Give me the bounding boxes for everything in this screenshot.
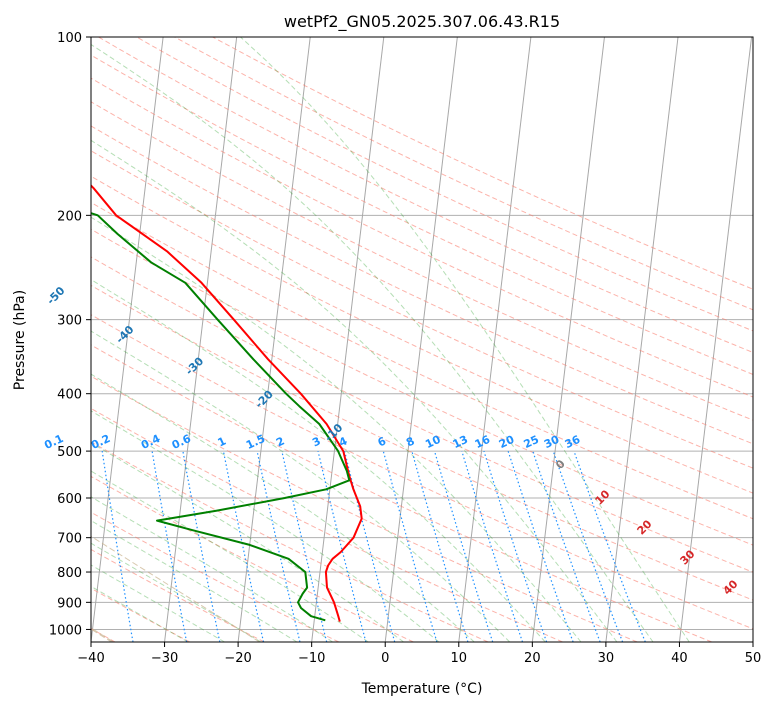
moist-adiabat <box>91 585 189 642</box>
dry-adiabat <box>91 228 753 546</box>
y-tick-label: 200 <box>57 209 82 224</box>
moist-adiabat <box>91 496 333 642</box>
isotherm-line <box>605 37 679 642</box>
mixing-ratio-label: 20 <box>497 433 517 451</box>
x-tick-label: 10 <box>451 651 468 666</box>
moist-adiabat <box>91 216 582 642</box>
moist-adiabat <box>91 442 404 642</box>
mixing-ratio-label: 30 <box>542 433 562 451</box>
mixing-ratio-line <box>281 450 328 642</box>
dewpoint-profile <box>91 212 351 622</box>
mixing-ratio-line <box>461 450 524 642</box>
dry-adiabat <box>91 201 753 520</box>
boundary-curve <box>91 535 260 642</box>
x-tick-label: 40 <box>671 651 688 666</box>
isotherm-line <box>384 37 458 642</box>
mixing-ratio-label: 25 <box>522 433 541 451</box>
y-tick-label: 800 <box>57 566 82 581</box>
mixing-ratio-line <box>411 450 469 642</box>
y-axis-label: Pressure (hPa) <box>12 290 28 390</box>
y-tick-label: 300 <box>57 314 82 329</box>
y-tick-label: 100 <box>57 31 82 46</box>
moist-adiabat <box>91 542 262 642</box>
chart-title: wetPf2_GN05.2025.307.06.43.R15 <box>284 12 560 32</box>
dry-adiabat <box>91 475 414 642</box>
mixing-ratio-line <box>433 450 494 642</box>
isotherm-line <box>164 37 238 642</box>
x-tick-label: −30 <box>151 651 178 666</box>
mixing-ratio-line <box>222 450 265 642</box>
mixing-ratio-line <box>317 450 367 642</box>
dry-adiabat <box>91 375 638 642</box>
mixing-ratio-line <box>151 451 188 642</box>
isotherm-line <box>458 37 532 642</box>
plot-area <box>91 37 753 642</box>
dry-adiabat <box>91 175 753 494</box>
x-tick-label: 20 <box>524 651 541 666</box>
moist-adiabat <box>240 37 690 642</box>
mixing-ratio-line <box>552 450 624 642</box>
isotherm-line <box>678 37 753 642</box>
mixing-ratio-line <box>256 450 301 642</box>
dry-adiabat <box>136 37 753 332</box>
dry-adiabat <box>91 441 489 642</box>
mixing-ratio-label: 36 <box>563 433 583 451</box>
mixing-ratio-line <box>507 450 574 642</box>
moist-adiabat <box>91 139 618 642</box>
y-tick-label: 400 <box>57 388 82 403</box>
moist-adiabat <box>91 43 654 642</box>
dry-adiabat <box>91 344 712 642</box>
x-tick-label: −40 <box>77 651 104 666</box>
mixing-ratio-label: 10 <box>423 433 443 451</box>
dry-adiabat <box>91 407 563 642</box>
isotherm-line <box>91 37 164 642</box>
dry-adiabat <box>91 511 340 642</box>
moist-adiabat <box>91 564 225 642</box>
dry-adiabat <box>91 77 753 398</box>
plot-frame <box>90 36 754 643</box>
dry-adiabat <box>98 37 753 353</box>
x-tick-label: −20 <box>224 651 251 666</box>
x-axis-label: Temperature (°C) <box>361 681 483 697</box>
x-tick-label: 50 <box>745 651 762 666</box>
y-tick-label: 700 <box>57 532 82 547</box>
mixing-ratio-line <box>483 450 548 642</box>
x-tick-label: −10 <box>298 651 325 666</box>
isotherm-line <box>531 37 605 642</box>
mixing-ratio-label: 13 <box>451 433 470 451</box>
dry-adiabat <box>91 150 753 469</box>
dry-adiabat <box>91 125 753 445</box>
mixing-ratio-line <box>101 451 134 642</box>
y-tick-label: 900 <box>57 596 82 611</box>
mixing-ratio-line <box>382 450 438 642</box>
mixing-ratio-line <box>182 450 221 642</box>
dry-adiabat <box>91 54 753 376</box>
mixing-ratio-label: 16 <box>473 433 493 451</box>
axes: 0.10.20.40.611.52346810131620253036-100-… <box>42 31 762 666</box>
isotherm-line <box>237 37 311 642</box>
y-tick-label: 500 <box>57 445 82 460</box>
x-tick-label: 30 <box>598 651 615 666</box>
y-tick-label: 1000 <box>49 623 82 638</box>
moist-adiabat <box>91 520 298 642</box>
mixing-ratio-line <box>344 450 396 642</box>
y-tick-label: 600 <box>57 492 82 507</box>
temperature-profile <box>91 184 363 622</box>
dry-adiabat <box>91 101 753 421</box>
mixing-ratio-line <box>532 450 601 642</box>
x-tick-label: 0 <box>381 651 389 666</box>
dry-adiabat <box>91 284 753 601</box>
moist-adiabat <box>91 279 546 642</box>
moist-adiabat <box>91 330 511 642</box>
isotherm-line <box>311 37 385 642</box>
